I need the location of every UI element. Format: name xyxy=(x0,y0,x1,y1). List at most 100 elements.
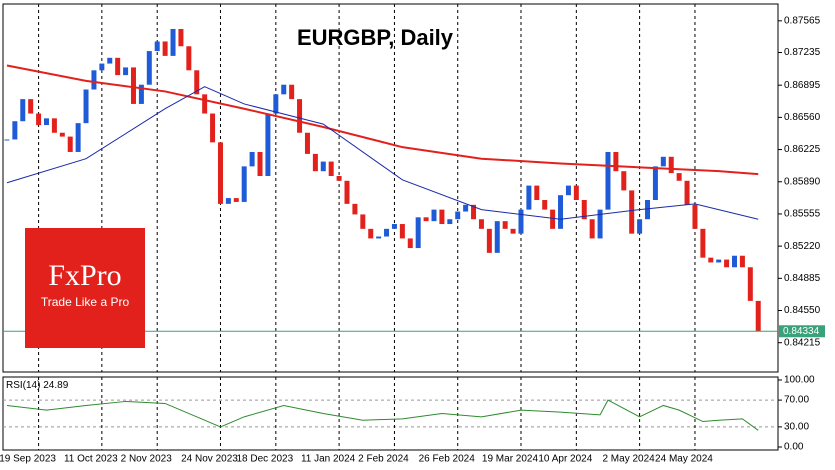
candle xyxy=(67,136,73,152)
last-price-box xyxy=(779,325,825,338)
marks xyxy=(3,28,778,431)
candle xyxy=(415,217,421,249)
rsi-label: RSI(14) 24.89 xyxy=(6,380,69,391)
candle xyxy=(138,84,144,104)
candle xyxy=(739,255,745,268)
candle xyxy=(431,209,437,222)
candle xyxy=(352,203,358,215)
candle xyxy=(162,41,168,56)
logo: FxPro Trade Like a Pro xyxy=(25,228,145,348)
candle xyxy=(526,185,532,210)
candle xyxy=(518,209,524,234)
x-tick-label: 11 Oct 2023 xyxy=(64,454,118,465)
candle xyxy=(376,236,382,239)
candle xyxy=(391,224,397,229)
candle xyxy=(249,151,255,167)
candle xyxy=(336,175,342,181)
x-tick-label: 19 Mar 2024 xyxy=(482,454,539,465)
candle xyxy=(660,156,666,167)
candle xyxy=(83,89,89,124)
rsi-tick-label: 70.00 xyxy=(784,395,809,406)
candle xyxy=(281,84,287,95)
candle xyxy=(423,217,429,222)
candle xyxy=(289,84,295,100)
candle xyxy=(178,28,184,47)
candle xyxy=(107,57,113,64)
y-tick-label: 0.84885 xyxy=(784,273,821,284)
candle xyxy=(463,204,469,212)
candle xyxy=(170,28,176,56)
logo-box xyxy=(25,228,145,348)
chart-title: EURGBP, Daily xyxy=(297,25,454,50)
candle xyxy=(486,228,492,253)
x-tick-label: 10 Apr 2024 xyxy=(538,454,592,465)
y-tick-label: 0.85890 xyxy=(784,176,821,187)
candle xyxy=(360,214,366,229)
candle xyxy=(597,209,603,239)
y-tick-label: 0.85220 xyxy=(784,241,821,252)
main-panel xyxy=(2,3,779,373)
candle xyxy=(581,200,587,220)
candle xyxy=(645,200,651,220)
candle xyxy=(202,94,208,114)
candle xyxy=(637,219,643,234)
x-tick-label: 24 May 2024 xyxy=(655,454,713,465)
candle xyxy=(91,70,97,90)
candle xyxy=(573,185,579,201)
candle xyxy=(241,166,247,202)
candle xyxy=(43,118,49,126)
candle xyxy=(439,209,445,225)
candle xyxy=(716,259,722,263)
candle xyxy=(304,132,310,154)
candle xyxy=(273,94,279,114)
candle xyxy=(605,151,611,210)
candle xyxy=(210,113,216,143)
candle xyxy=(75,123,81,152)
x-tick-label: 18 Dec 2023 xyxy=(236,454,293,465)
candle xyxy=(194,70,200,95)
candle xyxy=(613,151,619,172)
candle xyxy=(471,204,477,220)
y-tick-label: 0.84550 xyxy=(784,305,821,316)
candle xyxy=(344,180,350,204)
candle xyxy=(676,173,682,181)
candle xyxy=(12,121,18,140)
y-tick-label: 0.84215 xyxy=(784,337,821,348)
candle xyxy=(589,219,595,239)
candle xyxy=(629,190,635,234)
candle xyxy=(4,139,10,141)
candle xyxy=(534,185,540,201)
candle xyxy=(724,259,730,268)
candle xyxy=(225,198,231,204)
last-price-label: 0.84334 xyxy=(783,326,820,337)
candle xyxy=(146,51,152,85)
candle xyxy=(28,99,34,114)
y-tick-label: 0.85555 xyxy=(784,209,821,220)
indicator-line xyxy=(6,64,759,176)
candle xyxy=(328,161,334,176)
y-tick-label: 0.86225 xyxy=(784,144,821,155)
candle xyxy=(186,46,192,71)
candle xyxy=(312,153,318,172)
candle xyxy=(478,219,484,229)
candle xyxy=(320,161,326,172)
rsi-value: 24.89 xyxy=(43,380,68,391)
x-tick-label: 26 Feb 2024 xyxy=(419,454,476,465)
candle xyxy=(747,267,753,301)
candle xyxy=(51,118,57,133)
candle xyxy=(502,221,508,229)
candle xyxy=(59,132,65,137)
candle xyxy=(510,228,516,234)
logo-tagline: Trade Like a Pro xyxy=(41,295,130,309)
candle xyxy=(154,41,160,52)
candle xyxy=(494,221,500,253)
candle xyxy=(297,99,303,133)
candle xyxy=(36,113,42,126)
candle xyxy=(115,57,121,76)
candle xyxy=(99,63,105,71)
logo-name: FxPro xyxy=(48,259,121,292)
candle xyxy=(233,198,239,202)
candle xyxy=(652,166,658,201)
x-tick-label: 2 May 2024 xyxy=(602,454,655,465)
